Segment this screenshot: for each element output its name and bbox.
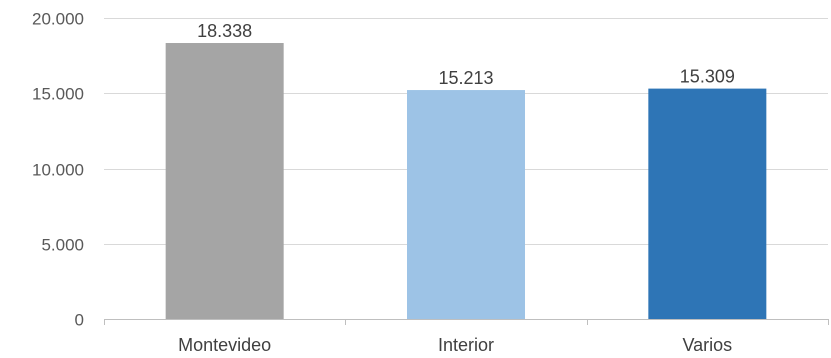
bars [165,43,767,320]
y-tick-label-0: 0 [75,311,84,330]
data-label-montevideo: 18.338 [197,21,252,41]
category-labels: Montevideo Interior Varios [178,335,732,355]
category-label-varios: Varios [682,335,732,355]
data-labels: 18.338 15.213 15.309 [197,21,735,88]
bar-montevideo [165,43,284,320]
category-label-interior: Interior [438,335,494,355]
bar-interior [407,90,525,320]
y-axis-tick-labels: 0 5.000 10.000 15.000 20.000 [32,10,84,330]
x-axis [104,319,829,325]
data-label-varios: 15.309 [680,67,735,87]
category-label-montevideo: Montevideo [178,335,271,355]
y-tick-label-1: 5.000 [41,236,84,255]
y-tick-label-4: 20.000 [32,10,84,29]
bar-varios [648,88,767,319]
y-tick-label-3: 15.000 [32,85,84,104]
data-label-interior: 15.213 [438,68,493,88]
y-tick-label-2: 10.000 [32,161,84,180]
